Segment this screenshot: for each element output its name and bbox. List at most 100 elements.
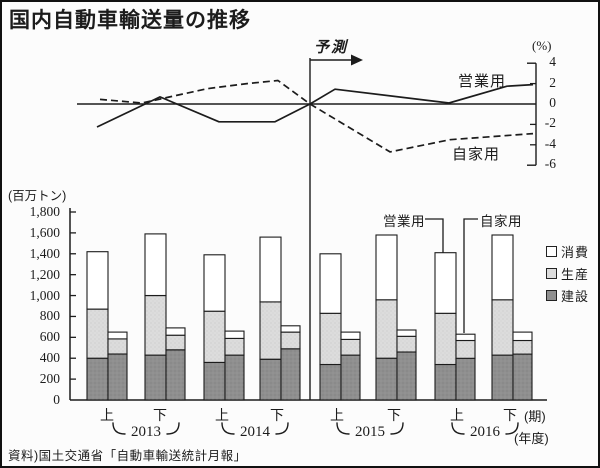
bar-segment <box>86 357 109 401</box>
x-year-label: 2016 <box>470 424 500 440</box>
x-half-label: 上 <box>330 407 344 423</box>
pct-tick-label: -2 <box>544 115 556 131</box>
year-bracket-right <box>505 422 519 435</box>
bar-segment <box>434 312 457 366</box>
bar-segment <box>375 357 398 401</box>
page-title: 国内自動車輸送量の推移 <box>9 9 251 32</box>
series-label-commercial: 営業用 <box>458 73 507 90</box>
bar-segment <box>107 353 128 401</box>
bar-segment <box>375 299 398 359</box>
bar-segment <box>434 363 457 401</box>
bar-segment <box>224 330 245 339</box>
bar-segment <box>224 354 245 401</box>
bar-y-tick-label: 1,800 <box>29 204 60 219</box>
pct-tick-label: 2 <box>549 74 556 90</box>
bar-segment <box>340 354 361 401</box>
bar-segment <box>280 348 301 401</box>
pct-axis-unit: (%) <box>532 38 552 53</box>
bar-y-tick-label: 1,600 <box>29 224 60 240</box>
bar-y-tick-label: 600 <box>39 329 60 345</box>
year-bracket-right <box>275 422 289 435</box>
bar-segment <box>86 308 109 359</box>
x-half-label: 下 <box>270 407 284 423</box>
bar-segment <box>280 325 301 333</box>
x-year-label: 2015 <box>355 424 385 440</box>
year-bracket-left <box>451 422 465 435</box>
bar-segment <box>259 236 282 303</box>
bar-segment <box>165 327 186 336</box>
bar-segment <box>86 251 109 310</box>
x-year-label: 2014 <box>240 424 270 440</box>
x-half-label: 下 <box>387 407 401 423</box>
year-bracket-left <box>221 422 235 435</box>
line-series-private <box>99 79 534 153</box>
bar-segment <box>340 331 361 340</box>
pointer-line-private <box>463 218 478 333</box>
bar-segment <box>396 329 417 337</box>
bar-segment <box>165 334 186 351</box>
bar-segment <box>203 361 226 401</box>
period-suffix: (期) <box>524 409 546 424</box>
series-label-private: 自家用 <box>452 146 501 163</box>
year-bracket-left <box>336 422 350 435</box>
bar-segment <box>107 338 128 355</box>
bar-segment <box>455 333 476 342</box>
bar-y-tick-label: 200 <box>39 371 60 387</box>
bar-segment <box>165 349 186 401</box>
bar-segment <box>396 335 417 353</box>
bar-label-private: 自家用 <box>480 214 522 229</box>
legend-label: 消費 <box>561 244 590 260</box>
forecast-arrow-head <box>351 54 363 66</box>
legend-swatch-white <box>546 245 557 257</box>
bar-segment <box>396 351 417 401</box>
legend-swatch-dark_gray <box>546 289 557 301</box>
x-half-label: 上 <box>215 407 229 423</box>
bar-segment <box>491 299 514 356</box>
pct-tick-label: 0 <box>549 95 556 110</box>
x-half-label: 上 <box>100 407 114 423</box>
year-bracket-left <box>112 422 126 435</box>
bar-segment <box>144 295 167 356</box>
bar-segment <box>434 252 457 314</box>
bar-segment <box>259 301 282 360</box>
bar-y-tick-label: 1,400 <box>29 245 60 261</box>
bar-segment <box>340 338 361 356</box>
legend-label: 建設 <box>561 288 590 304</box>
x-half-label: 下 <box>503 407 517 423</box>
bar-segment <box>455 339 476 359</box>
bar-segment <box>455 357 476 401</box>
source-note: 資料)国土交通省「自動車輸送統計月報」 <box>8 449 247 463</box>
bar-axis-unit: (百万トン) <box>8 189 67 203</box>
legend-label: 生産 <box>561 266 590 282</box>
bar-segment <box>203 310 226 363</box>
bar-y-tick-label: 0 <box>53 392 60 407</box>
year-bracket-right <box>390 422 404 435</box>
bar-segment <box>512 353 533 401</box>
bar-segment <box>280 331 301 350</box>
forecast-label: 予測 <box>314 40 349 56</box>
bar-label-commercial: 営業用 <box>383 214 425 229</box>
year-bracket-right <box>166 422 180 435</box>
legend-swatch-light_gray <box>546 267 557 279</box>
bar-segment <box>224 337 245 356</box>
bar-segment <box>259 358 282 401</box>
x-year-label: 2013 <box>131 424 161 440</box>
legend-item: 消費 <box>546 240 589 262</box>
bar-segment <box>319 363 342 401</box>
pointer-line-commercial <box>425 218 444 253</box>
legend: 消費 生産 建設 <box>546 240 589 306</box>
bar-segment <box>144 354 167 401</box>
year-suffix: (年度) <box>514 431 549 446</box>
bar-segment <box>491 234 514 301</box>
x-half-label: 上 <box>450 407 464 423</box>
pct-tick-label: -6 <box>544 156 556 172</box>
legend-item: 建設 <box>546 284 589 306</box>
bar-segment <box>375 234 398 301</box>
bar-segment <box>512 331 533 342</box>
bar-segment <box>491 354 514 401</box>
bar-segment <box>512 339 533 355</box>
bar-segment <box>319 253 342 314</box>
bar-y-tick-label: 1,200 <box>29 266 60 282</box>
